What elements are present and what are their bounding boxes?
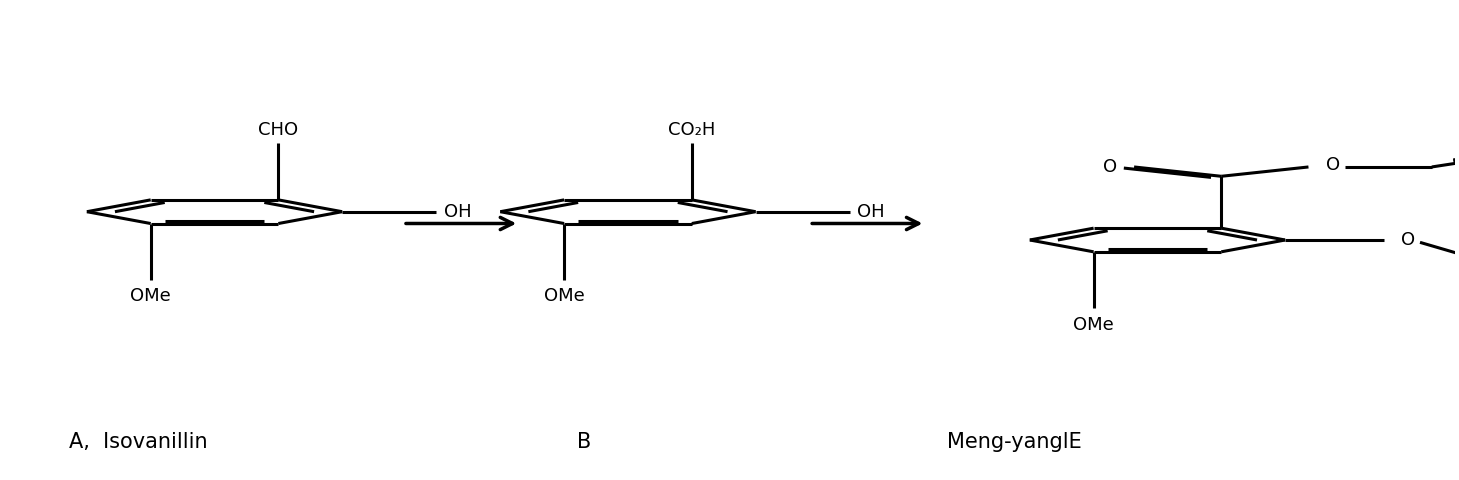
Text: OMe: OMe	[544, 287, 585, 305]
Text: Meng-yanglE: Meng-yanglE	[947, 432, 1083, 452]
Text: OMe: OMe	[1074, 315, 1115, 334]
Text: OH: OH	[444, 203, 471, 221]
Text: OH: OH	[856, 203, 884, 221]
Text: O: O	[1401, 231, 1415, 249]
Text: CHO: CHO	[258, 120, 299, 139]
Text: B: B	[578, 432, 591, 452]
Text: OMe: OMe	[130, 287, 171, 305]
Text: O: O	[1326, 156, 1339, 174]
Text: CO₂H: CO₂H	[668, 120, 715, 139]
Text: A,  Isovanillin: A, Isovanillin	[70, 432, 209, 452]
Text: O: O	[1103, 158, 1116, 176]
